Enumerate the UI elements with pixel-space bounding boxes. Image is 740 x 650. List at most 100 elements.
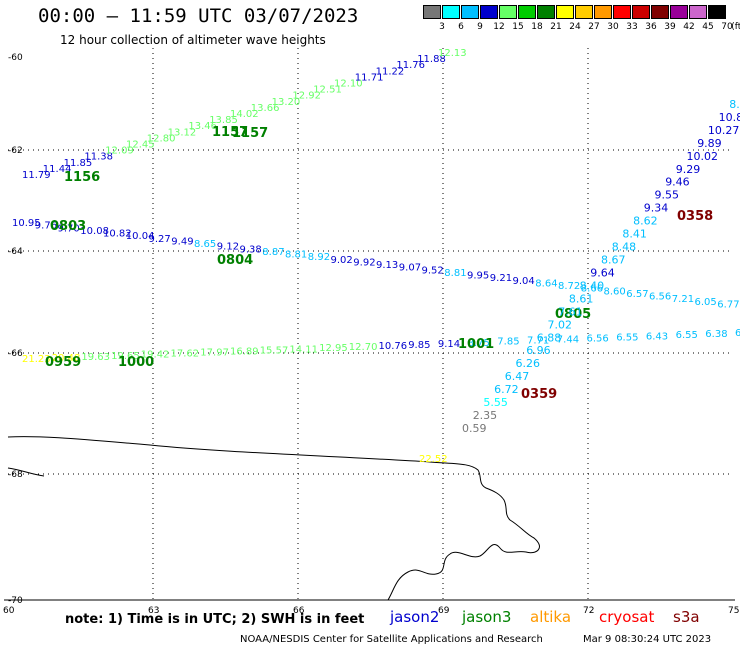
colorbar-label: 39 bbox=[664, 22, 676, 32]
wave-height-label: 11.85 bbox=[64, 158, 93, 169]
wave-height-label: 8.62 bbox=[633, 215, 658, 228]
colorbar-swatch bbox=[689, 5, 707, 19]
coastline-path bbox=[7, 436, 540, 601]
colorbar-swatch bbox=[556, 5, 574, 19]
wave-height-label: 9.04 bbox=[513, 276, 535, 287]
wave-height-label: 8.67 bbox=[601, 254, 626, 267]
wave-height-label: 17.62 bbox=[171, 349, 200, 360]
colorbar-swatch bbox=[670, 5, 688, 19]
wave-height-label: 9.95 bbox=[467, 271, 489, 282]
wave-height-label: 8.65 bbox=[194, 239, 216, 250]
pass-time-label: 1000 bbox=[118, 355, 154, 370]
wave-height-label: 8.64 bbox=[535, 278, 557, 289]
wave-height-label: 9.27 bbox=[149, 234, 171, 245]
wave-height-label: 8.60 bbox=[604, 286, 626, 297]
wave-height-label: 9.13 bbox=[376, 260, 398, 271]
wave-height-label: 17.97 bbox=[200, 348, 229, 359]
wave-height-label: 11.79 bbox=[22, 170, 51, 181]
pass-time-label: 1157 bbox=[232, 126, 268, 141]
pass-time-label: 0804 bbox=[217, 253, 253, 268]
wave-height-label: 9.70 bbox=[58, 223, 80, 234]
wave-height-label: 12.92 bbox=[292, 91, 321, 102]
wave-height-label: 8. bbox=[729, 98, 740, 111]
colorbar-label: 30 bbox=[607, 22, 619, 32]
wave-height-label: 22.52 bbox=[419, 454, 448, 465]
wave-height-label: 6.56 bbox=[649, 292, 671, 303]
wave-height-label: 9.46 bbox=[665, 176, 690, 189]
wave-height-label: 9.64 bbox=[590, 267, 615, 280]
credit-line: NOAA/NESDIS Center for Satellite Applica… bbox=[240, 634, 543, 645]
wave-height-label: 9.14 bbox=[438, 339, 460, 350]
colorbar-label: 70 bbox=[721, 22, 733, 32]
colorbar-swatch bbox=[461, 5, 479, 19]
wave-height-label: 9.85 bbox=[408, 340, 430, 351]
wave-height-label: 12.10 bbox=[334, 79, 363, 90]
colorbar-label: 12 bbox=[493, 22, 505, 32]
page-subtitle: 12 hour collection of altimeter wave hei… bbox=[60, 33, 326, 47]
wave-height-label: 8.40 bbox=[580, 279, 605, 292]
wave-height-label: 16.89 bbox=[230, 346, 259, 357]
colorbar-swatch bbox=[499, 5, 517, 19]
wave-height-label: 9.29 bbox=[676, 163, 701, 176]
legend-jason2: jason2 bbox=[390, 608, 440, 626]
wave-height-label: 6.38 bbox=[705, 329, 727, 340]
colorbar-swatch bbox=[537, 5, 555, 19]
pass-time-label: 0803 bbox=[50, 219, 86, 234]
wave-height-label: 11.71 bbox=[355, 72, 384, 83]
wave-height-label: 6.56 bbox=[587, 333, 609, 344]
wave-height-label: 9.76 bbox=[35, 221, 57, 232]
wave-height-label: 7.02 bbox=[548, 318, 573, 331]
wave-height-label: 10.95 bbox=[12, 218, 41, 229]
wave-height-label: 7.71 bbox=[527, 336, 549, 347]
wave-height-label: 11.44 bbox=[43, 164, 72, 175]
lat-tick-label: -64 bbox=[8, 247, 23, 257]
colorbar-swatch bbox=[423, 5, 441, 19]
wave-height-label: 6.39 bbox=[735, 328, 740, 339]
map-grid bbox=[8, 48, 733, 600]
lon-tick-label: 63 bbox=[148, 606, 159, 616]
wave-height-label: 12.80 bbox=[147, 133, 176, 144]
wave-height-label: 6.72 bbox=[494, 383, 518, 396]
track-pass-0358: 0.592.355.556.726.476.266.966.887.027.61… bbox=[462, 98, 740, 435]
wave-height-label: 6.43 bbox=[646, 331, 668, 342]
wave-height-label: 13.66 bbox=[251, 103, 280, 114]
wave-height-label: 8.92 bbox=[308, 252, 330, 263]
wave-height-label: 10.04 bbox=[126, 231, 155, 242]
wave-height-label: 9.52 bbox=[422, 265, 444, 276]
wave-height-label: 9.55 bbox=[655, 189, 680, 202]
wave-height-label: 19.63 bbox=[81, 352, 110, 363]
wave-height-label: 12.95 bbox=[319, 343, 348, 354]
wave-height-label: 7.44 bbox=[557, 335, 579, 346]
track-pass-0959: 21.23 20.48 19.63 19.65 19.42 17.62 17.97 16.89… bbox=[22, 328, 740, 370]
coastline-path bbox=[7, 467, 45, 477]
wave-height-label: 21.23 bbox=[22, 354, 51, 365]
wave-height-label: 10.08 bbox=[80, 226, 109, 237]
wave-height-label: 9.49 bbox=[171, 236, 193, 247]
coastline bbox=[4, 436, 735, 601]
wave-height-label: 6.57 bbox=[626, 289, 648, 300]
pass-time-label: 0959 bbox=[45, 355, 81, 370]
wave-height-label: 6.26 bbox=[516, 357, 541, 370]
wave-height-label: 6.77 bbox=[717, 299, 739, 310]
wave-height-label: 8.81 bbox=[285, 250, 307, 261]
colorbar-label: 33 bbox=[626, 22, 638, 32]
colorbar-label: 21 bbox=[550, 22, 562, 32]
wave-height-label: 12.51 bbox=[313, 85, 342, 96]
pass-time-label: 1001 bbox=[458, 337, 494, 352]
wave-height-label: 8.48 bbox=[612, 241, 637, 254]
wave-height-label: 6.88 bbox=[537, 331, 562, 344]
wave-height-label: 9.89 bbox=[697, 137, 722, 150]
colorbar-label: 3 bbox=[439, 22, 445, 32]
wave-height-label: 15.57 bbox=[260, 345, 289, 356]
wave-height-label: 6.55 bbox=[616, 332, 638, 343]
wave-height-label: 12.09 bbox=[105, 146, 134, 157]
wave-height-label: 9.38 bbox=[240, 244, 262, 255]
colorbar-label: 42 bbox=[683, 22, 695, 32]
colorbar-swatch bbox=[594, 5, 612, 19]
colorbar-swatch bbox=[442, 5, 460, 19]
wave-height-label: 13.20 bbox=[272, 97, 301, 108]
wave-height-label: 8.61 bbox=[569, 292, 594, 305]
pass-time-label: 0359 bbox=[521, 387, 557, 402]
